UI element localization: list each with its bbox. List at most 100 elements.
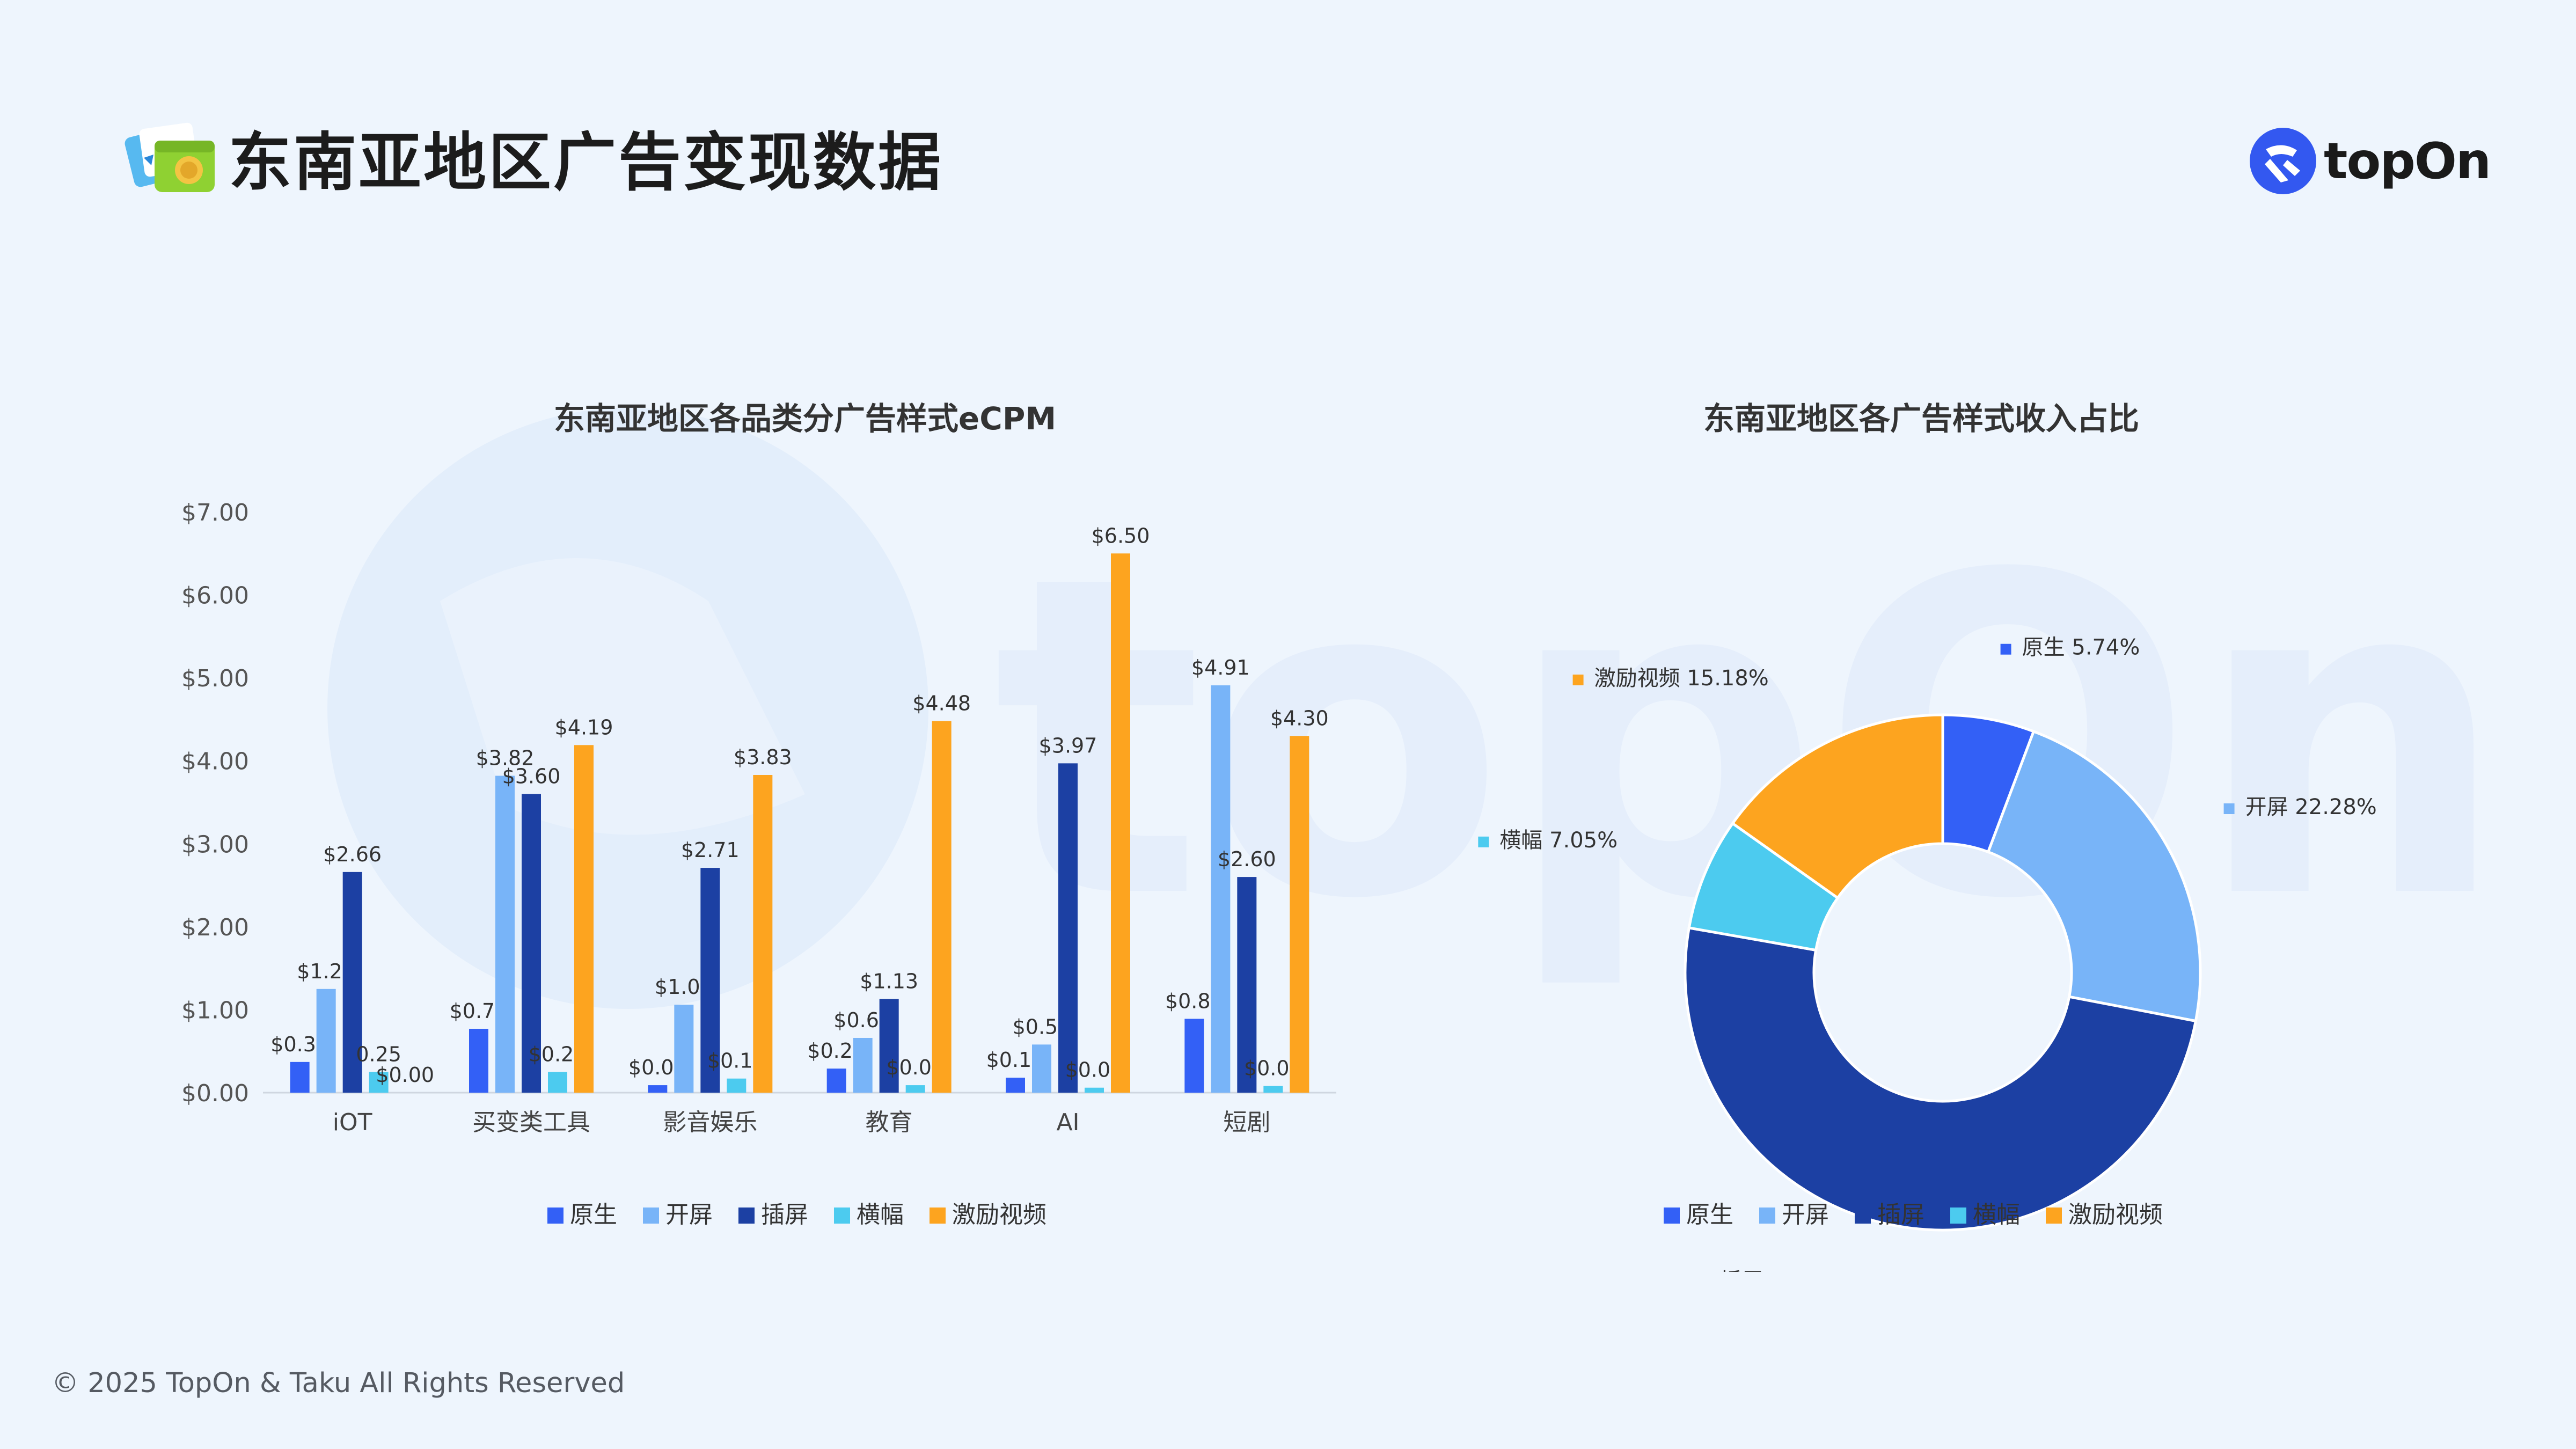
y-tick-label: $3.00 <box>181 831 249 858</box>
bar-激励视频 <box>1111 553 1130 1093</box>
legend-swatch <box>1664 1208 1680 1224</box>
bar-原生 <box>648 1085 668 1093</box>
bar-data-label: 0.25 <box>356 1042 401 1066</box>
legend-label: 激励视频 <box>2068 1201 2163 1228</box>
legend-swatch <box>930 1208 946 1224</box>
legend-swatch <box>738 1208 755 1224</box>
y-tick-label: $0.00 <box>181 1080 249 1107</box>
donut-slice-开屏 <box>1986 729 2202 1023</box>
slice-data-label: 横幅 7.05% <box>1499 828 1618 853</box>
bar-原生 <box>1184 1019 1204 1093</box>
bar-data-label: $4.19 <box>555 715 613 739</box>
donut-slice-激励视频 <box>1731 713 1944 900</box>
y-tick-label: $1.00 <box>181 997 249 1024</box>
slice-label-swatch <box>2000 643 2011 655</box>
bar-激励视频 <box>574 745 594 1093</box>
bar-开屏 <box>316 989 336 1093</box>
x-category-label: AI <box>1056 1109 1079 1136</box>
bar-开屏 <box>853 1037 873 1093</box>
bar-插屏 <box>879 999 899 1093</box>
bar-横幅 <box>1085 1087 1104 1093</box>
slice-data-label: 开屏 22.28% <box>2245 795 2377 819</box>
y-tick-label: $7.00 <box>181 499 249 526</box>
bar-data-label: $2.66 <box>323 843 382 866</box>
legend-label: 开屏 <box>665 1201 713 1228</box>
legend-label: 原生 <box>1686 1201 1733 1228</box>
bar-原生 <box>290 1062 310 1093</box>
legend-label: 横幅 <box>857 1201 904 1228</box>
bar-data-label: $3.97 <box>1039 734 1097 757</box>
bar-横幅 <box>727 1078 747 1093</box>
wallet-icon <box>125 122 215 192</box>
legend-swatch <box>2046 1208 2062 1224</box>
bar-开屏 <box>1032 1044 1051 1093</box>
legend-swatch <box>643 1208 659 1224</box>
legend-label: 插屏 <box>1877 1201 1924 1228</box>
bar-横幅 <box>369 1072 389 1093</box>
slice-label-swatch <box>1572 674 1584 685</box>
bar-原生 <box>826 1069 846 1093</box>
copyright-footer: © 2025 TopOn & Taku All Rights Reserved <box>52 1367 625 1399</box>
bar-data-label: $2.71 <box>681 838 740 862</box>
bar-原生 <box>1006 1078 1025 1093</box>
bar-data-label: $3.83 <box>734 745 792 769</box>
bar-插屏 <box>700 868 720 1093</box>
donut-chart-title: 东南亚地区各广告样式收入占比 <box>1703 400 2139 437</box>
bar-插屏 <box>1237 877 1257 1093</box>
y-tick-label: $6.00 <box>181 582 249 610</box>
slice-data-label: 激励视频 15.18% <box>1594 666 1769 691</box>
x-category-label: 短剧 <box>1223 1109 1270 1136</box>
bar-激励视频 <box>1290 736 1309 1093</box>
slice-data-label: 原生 5.74% <box>2022 635 2140 660</box>
bar-插屏 <box>522 794 541 1093</box>
ecpm-bar-chart: 东南亚地区各品类分广告样式eCPM $0.00 $1.00 $2.00 $3.00 $4.… <box>181 400 1336 1228</box>
bar-原生 <box>469 1028 488 1093</box>
bar-激励视频 <box>753 774 773 1093</box>
bar-data-label: $1.13 <box>860 969 918 993</box>
slice-label-swatch <box>2223 803 2235 814</box>
x-category-label: 教育 <box>866 1109 913 1136</box>
bar-开屏 <box>674 1005 694 1093</box>
bar-data-label: $4.91 <box>1191 656 1250 679</box>
y-tick-label: $4.00 <box>181 748 249 775</box>
slice-label-swatch <box>1478 836 1489 847</box>
bar-横幅 <box>1263 1086 1283 1093</box>
brand-name: topOn <box>2324 132 2491 190</box>
bar-chart-title: 东南亚地区各品类分广告样式eCPM <box>554 400 1056 437</box>
topon-logo-icon <box>2250 128 2316 194</box>
bar-横幅 <box>905 1085 925 1093</box>
y-tick-label: $2.00 <box>181 914 249 941</box>
bar-data-label: $3.60 <box>502 765 561 788</box>
bar-data-label: $0.00 <box>376 1063 434 1087</box>
legend-label: 横幅 <box>1973 1201 2020 1228</box>
bar-data-label: $4.48 <box>912 692 971 715</box>
legend-swatch <box>1950 1208 1966 1224</box>
bar-data-label: $4.30 <box>1270 706 1329 730</box>
donut-slice-插屏 <box>1684 926 2198 1232</box>
legend-swatch <box>1759 1208 1775 1224</box>
legend-label: 原生 <box>570 1201 617 1228</box>
legend-label: 开屏 <box>1782 1201 1829 1228</box>
bar-data-label: $3.82 <box>476 747 535 770</box>
legend-swatch <box>547 1208 564 1224</box>
bar-插屏 <box>1058 763 1078 1093</box>
legend-label: 插屏 <box>761 1201 808 1228</box>
y-tick-label: $5.00 <box>181 665 249 692</box>
x-category-label: 买变类工具 <box>472 1109 590 1136</box>
bar-开屏 <box>1211 685 1231 1093</box>
legend-swatch <box>1855 1208 1871 1224</box>
bar-data-label: $6.50 <box>1092 524 1150 547</box>
bar-激励视频 <box>932 721 952 1093</box>
bar-开屏 <box>495 775 515 1093</box>
legend-label: 激励视频 <box>952 1201 1046 1228</box>
bar-插屏 <box>342 872 362 1093</box>
legend-swatch <box>834 1208 850 1224</box>
bar-data-label: $2.60 <box>1218 847 1276 871</box>
page-title: 东南亚地区广告变现数据 <box>229 126 943 199</box>
x-category-label: iOT <box>333 1109 372 1136</box>
x-category-label: 影音娱乐 <box>663 1109 757 1136</box>
slice-data-label: 插屏 49.75% <box>1720 1269 1851 1272</box>
brand-logo: topOn <box>2248 126 2491 196</box>
bar-横幅 <box>548 1072 567 1093</box>
